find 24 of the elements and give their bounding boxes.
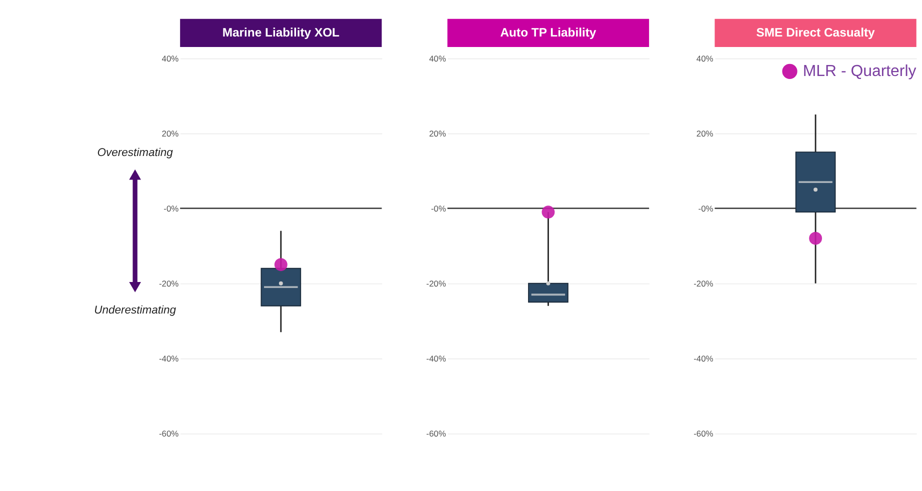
y-tick-label: 40% <box>162 54 180 64</box>
y-tick-label: -40% <box>426 354 446 364</box>
y-tick-label: -40% <box>694 354 714 364</box>
y-tick-label: -60% <box>694 428 714 439</box>
y-tick-label: -0% <box>164 204 180 214</box>
y-tick-label: -20% <box>426 278 446 289</box>
y-tick-label: -20% <box>694 278 714 289</box>
y-tick-label: -40% <box>158 354 180 364</box>
y-tick-label: 20% <box>162 128 180 139</box>
y-tick-label: -0% <box>430 204 446 214</box>
y-tick-label: 20% <box>429 128 446 139</box>
y-tick-label: -20% <box>158 278 180 289</box>
chart-title: SME Direct Casualty <box>756 26 876 40</box>
y-tick-label: -60% <box>426 428 446 439</box>
chart-title: Marine Liability XOL <box>222 26 340 40</box>
text: Underestimating <box>94 304 177 316</box>
y-tick-label: -0% <box>698 204 714 214</box>
y-tick-label: 40% <box>696 54 714 64</box>
legend-label: MLR - Quarterly <box>802 63 916 80</box>
y-tick-label: -60% <box>158 428 180 439</box>
chart-title: Auto TP Liability <box>500 26 596 40</box>
y-tick-label: 40% <box>429 54 446 64</box>
text: Overestimating <box>97 146 174 159</box>
y-tick-label: 20% <box>696 128 714 139</box>
